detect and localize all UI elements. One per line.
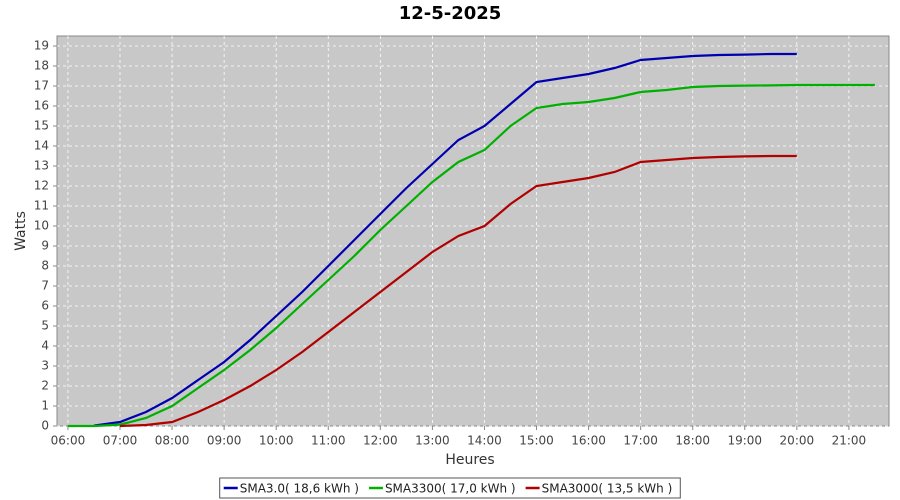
legend: SMA3.0( 18,6 kWh ) SMA3300( 17,0 kWh ) SMA… bbox=[223, 482, 673, 496]
x-tick-label: 19:00 bbox=[727, 434, 762, 448]
y-tick-label: 1 bbox=[41, 399, 49, 413]
x-tick-label: 06:00 bbox=[51, 434, 86, 448]
y-tick-label: 5 bbox=[41, 319, 49, 333]
x-tick-label: 09:00 bbox=[207, 434, 242, 448]
y-tick-label: 15 bbox=[34, 119, 49, 133]
x-tick-label: 10:00 bbox=[259, 434, 294, 448]
y-tick-label: 14 bbox=[34, 139, 49, 153]
y-tick-label: 9 bbox=[41, 239, 49, 253]
x-tick-label: 13:00 bbox=[415, 434, 450, 448]
x-tick-label: 16:00 bbox=[571, 434, 606, 448]
x-tick-label: 14:00 bbox=[467, 434, 502, 448]
y-tick-label: 18 bbox=[34, 59, 49, 73]
y-tick-label: 13 bbox=[34, 159, 49, 173]
x-tick-label: 15:00 bbox=[519, 434, 554, 448]
x-tick-label: 07:00 bbox=[103, 434, 138, 448]
y-tick-label: 11 bbox=[34, 199, 49, 213]
x-tick-label: 12:00 bbox=[363, 434, 398, 448]
y-tick-label: 10 bbox=[34, 219, 49, 233]
y-axis-label: Watts bbox=[13, 211, 29, 251]
x-tick-label: 21:00 bbox=[832, 434, 867, 448]
legend-label: SMA3.0( 18,6 kWh ) bbox=[240, 482, 359, 496]
chart-title: 12-5-2025 bbox=[399, 3, 502, 24]
x-tick-label: 11:00 bbox=[311, 434, 346, 448]
y-tick-label: 8 bbox=[41, 259, 49, 273]
y-tick-label: 2 bbox=[41, 379, 49, 393]
y-tick-label: 4 bbox=[41, 339, 49, 353]
y-tick-label: 6 bbox=[41, 299, 49, 313]
y-tick-label: 3 bbox=[41, 359, 49, 373]
y-tick-label: 19 bbox=[34, 39, 49, 53]
x-axis-label: Heures bbox=[445, 452, 494, 468]
line bbox=[93, 52, 797, 427]
x-tick-label: 20:00 bbox=[780, 434, 815, 448]
y-tick-label: 7 bbox=[41, 279, 49, 293]
legend-label: SMA3000( 13,5 kWh ) bbox=[542, 482, 673, 496]
y-tick-label: 12 bbox=[34, 179, 49, 193]
x-tick-label: 08:00 bbox=[155, 434, 190, 448]
y-tick-label: 0 bbox=[41, 419, 49, 433]
y-tick-label: 16 bbox=[34, 99, 49, 113]
x-tick-label: 17:00 bbox=[623, 434, 658, 448]
legend-label: SMA3300( 17,0 kWh ) bbox=[385, 482, 516, 496]
line bbox=[119, 154, 797, 428]
x-tick-label: 18:00 bbox=[675, 434, 710, 448]
legend-box bbox=[219, 477, 681, 499]
y-tick-label: 17 bbox=[34, 79, 49, 93]
line bbox=[67, 83, 875, 428]
